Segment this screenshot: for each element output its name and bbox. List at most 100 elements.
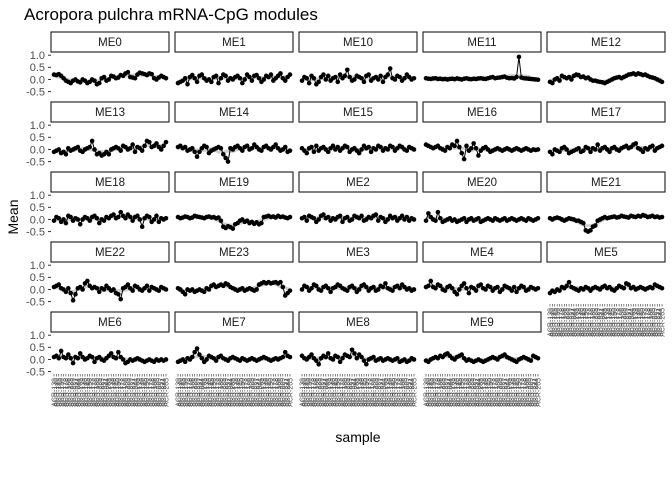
data-point: [514, 74, 519, 80]
x-tick-label: ACR-186: [342, 378, 349, 407]
data-point: [340, 219, 345, 225]
x-tick-label: ACR-178: [216, 378, 223, 407]
data-point: [87, 144, 93, 150]
data-point: [325, 73, 331, 79]
y-tick-label: 1.0: [30, 330, 45, 342]
strip-box: [298, 31, 418, 53]
x-tick-label: ACR-244: [256, 378, 263, 407]
data-point: [156, 288, 162, 293]
x-tick-label: ACR-145: [457, 378, 464, 407]
x-tick-label: ACR-178: [588, 308, 595, 337]
data-point: [337, 213, 343, 219]
data-point: [280, 284, 286, 290]
x-tick-label: ACR-178: [340, 378, 347, 407]
x-tick-label: ACR-150: [554, 308, 561, 337]
x-tick-label: ACR-225: [221, 378, 228, 407]
data-point: [588, 228, 593, 233]
data-point: [108, 351, 114, 356]
data-point: [375, 218, 381, 223]
data-point: [240, 80, 245, 86]
x-tick-label: ACR-225: [373, 378, 380, 407]
data-point: [209, 79, 214, 85]
strip-label: ME1: [222, 37, 246, 49]
data-point: [259, 148, 264, 153]
data-point: [435, 209, 441, 215]
x-tick-label: ACR-178: [311, 378, 318, 407]
data-point: [352, 351, 357, 356]
x-tick-label: ACR-229: [156, 378, 163, 407]
x-tick-label: ACR-186: [619, 308, 626, 337]
strip-label: ME22: [95, 247, 125, 259]
x-tick-label: ACR-140: [206, 378, 213, 407]
data-point: [557, 288, 562, 293]
data-point: [411, 357, 417, 362]
x-tick-label: ACR-173: [118, 378, 125, 407]
x-tick-label: ACR-186: [275, 378, 282, 407]
x-tick-label: ACR-145: [304, 378, 311, 407]
strip-label: ME2: [346, 177, 370, 189]
x-tick-label: ACR-244: [228, 378, 235, 407]
strip-label: ME3: [346, 247, 370, 259]
data-point: [359, 354, 364, 360]
data-point: [130, 288, 135, 293]
x-tick-label: ACR-173: [614, 308, 621, 337]
strip-box: [174, 241, 294, 263]
x-tick-label: ACR-145: [209, 378, 216, 407]
data-point: [127, 214, 133, 220]
data-point: [368, 149, 374, 155]
data-point: [592, 147, 598, 152]
x-tick-label: ACR-145: [581, 308, 588, 337]
data-point: [371, 354, 376, 360]
data-point: [344, 288, 350, 293]
x-tick-label: ACR-265: [574, 308, 581, 337]
x-tick-label: ACR-178: [521, 378, 528, 407]
x-tick-label: ACR-140: [426, 378, 433, 407]
data-point: [94, 215, 100, 221]
data-point: [557, 78, 562, 83]
x-tick-label: ACR-173: [61, 378, 68, 407]
facet-me18: ME18 -0.50.00.51.0: [26, 171, 170, 238]
data-point: [371, 284, 376, 290]
data-point: [206, 287, 212, 292]
x-tick-label: ACR-265: [78, 378, 85, 407]
data-point: [347, 354, 352, 360]
data-point: [135, 213, 140, 219]
strip-label: ME23: [219, 247, 249, 259]
x-tick-label: ACR-225: [97, 378, 104, 407]
data-point: [356, 150, 362, 156]
x-tick-label: ACR-145: [333, 378, 340, 407]
data-point: [127, 145, 133, 151]
strip-box: [422, 31, 542, 53]
x-tick-label: ACR-139: [261, 378, 268, 407]
data-point: [85, 278, 90, 284]
x-tick-label: ACR-229: [280, 378, 287, 407]
x-tick-label: ACR-186: [590, 308, 597, 337]
x-tick-label: ACR-139: [385, 378, 392, 407]
data-point: [247, 74, 252, 80]
data-point: [375, 287, 381, 292]
data-point: [154, 141, 159, 146]
data-point: [328, 289, 333, 295]
data-point: [96, 80, 102, 86]
data-point: [321, 72, 326, 77]
data-point: [659, 285, 665, 291]
x-tick-label: ACR-173: [366, 378, 373, 407]
data-point: [309, 144, 314, 150]
x-tick-label: ACR-178: [435, 378, 442, 407]
y-tick-label: -0.5: [26, 296, 45, 308]
data-point: [190, 354, 195, 360]
x-tick-label: ACR-150: [516, 378, 523, 407]
data-point: [385, 217, 391, 222]
x-tick-label: ACR-145: [113, 378, 120, 407]
x-tick-label: ACR-173: [461, 378, 468, 407]
x-tick-label: ACR-229: [194, 378, 201, 407]
facet-me16: ME16: [422, 101, 542, 162]
x-tick-label: ACR-186: [647, 308, 654, 337]
data-point: [75, 144, 81, 150]
y-tick-label: 0.5: [30, 62, 45, 74]
x-tick-label: ACR-186: [151, 378, 158, 407]
data-point: [68, 290, 73, 296]
facet-me22: ME22 -0.50.00.51.0: [26, 241, 170, 308]
data-point: [142, 143, 147, 149]
data-point: [116, 214, 121, 220]
